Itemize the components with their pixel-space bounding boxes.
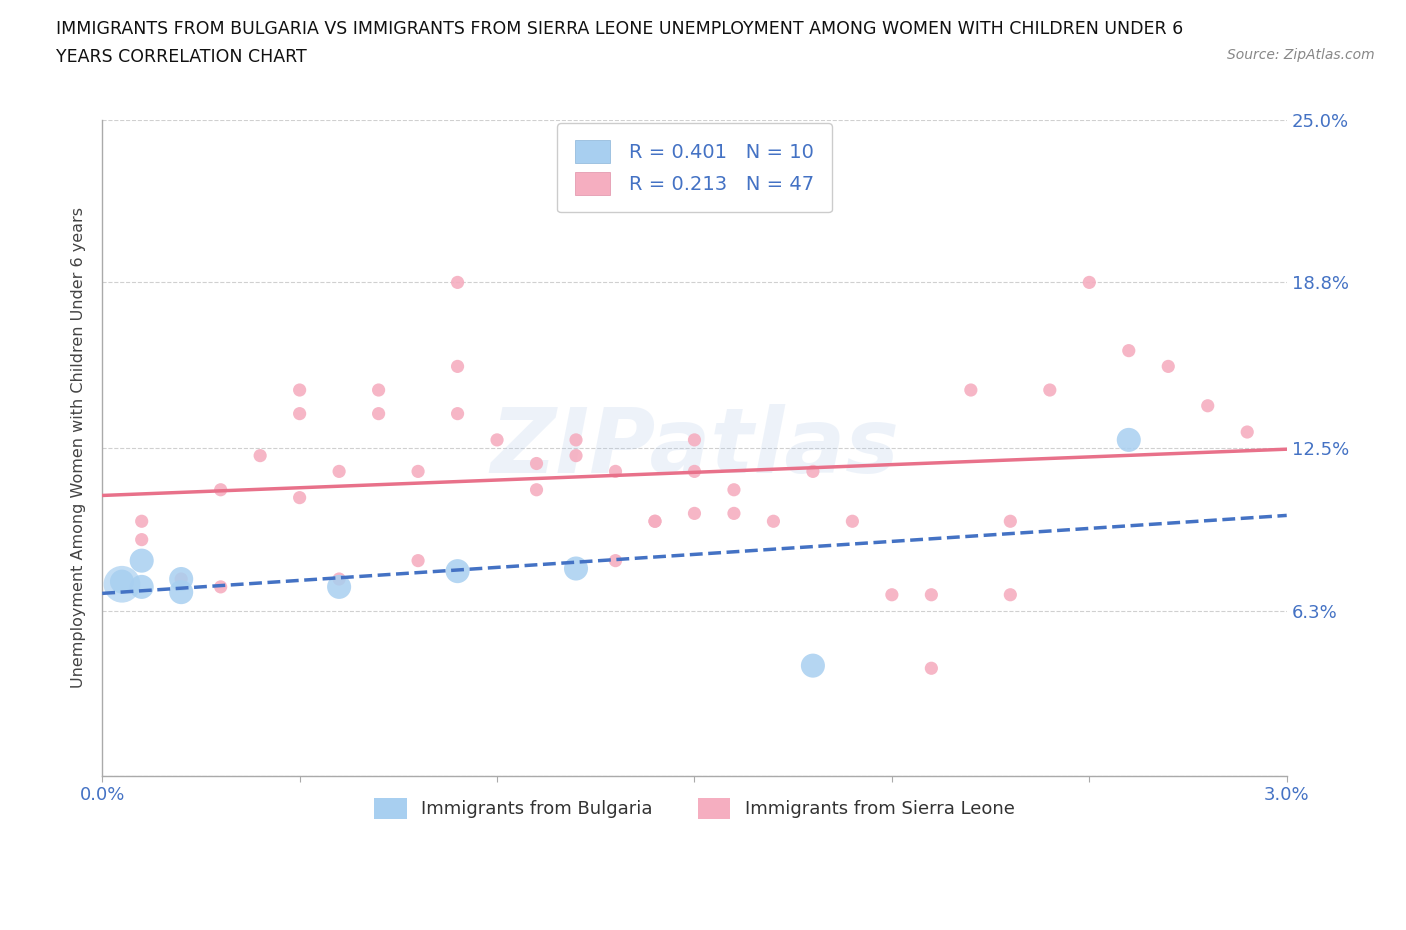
Point [446,406,468,421]
Point [526,483,548,498]
Point [406,464,429,479]
Point [406,553,429,568]
Text: IMMIGRANTS FROM BULGARIA VS IMMIGRANTS FROM SIERRA LEONE UNEMPLOYMENT AMONG WOME: IMMIGRANTS FROM BULGARIA VS IMMIGRANTS F… [56,20,1184,38]
Point [170,585,193,600]
Point [1118,432,1140,447]
Point [328,464,350,479]
Point [605,553,627,568]
Point [1000,588,1022,603]
Y-axis label: Unemployment Among Women with Children Under 6 years: Unemployment Among Women with Children U… [72,207,86,688]
Point [723,483,745,498]
Point [1157,359,1180,374]
Point [170,572,193,587]
Point [170,572,193,587]
Point [920,588,942,603]
Point [249,448,271,463]
Point [1078,275,1101,290]
Point [1039,382,1062,397]
Point [367,382,389,397]
Point [446,359,468,374]
Point [565,432,588,447]
Legend: Immigrants from Bulgaria, Immigrants from Sierra Leone: Immigrants from Bulgaria, Immigrants fro… [367,790,1022,826]
Point [801,658,824,673]
Point [1197,398,1219,413]
Point [131,579,153,594]
Point [288,490,311,505]
Point [565,561,588,576]
Point [328,579,350,594]
Point [801,464,824,479]
Point [288,406,311,421]
Point [762,513,785,528]
Point [880,588,903,603]
Point [683,464,706,479]
Point [131,553,153,568]
Point [111,574,134,589]
Point [683,432,706,447]
Point [288,382,311,397]
Point [446,564,468,578]
Point [367,406,389,421]
Text: Source: ZipAtlas.com: Source: ZipAtlas.com [1227,48,1375,62]
Point [526,456,548,471]
Point [209,579,232,594]
Text: ZIPatlas: ZIPatlas [489,404,898,492]
Point [446,275,468,290]
Point [565,448,588,463]
Point [209,483,232,498]
Point [1118,343,1140,358]
Point [486,432,509,447]
Point [328,572,350,587]
Point [1000,513,1022,528]
Point [1236,425,1258,440]
Point [841,513,863,528]
Text: YEARS CORRELATION CHART: YEARS CORRELATION CHART [56,48,307,66]
Point [111,577,134,591]
Point [683,506,706,521]
Point [723,506,745,521]
Point [644,513,666,528]
Point [920,661,942,676]
Point [644,513,666,528]
Point [960,382,983,397]
Point [605,464,627,479]
Point [131,532,153,547]
Point [131,513,153,528]
